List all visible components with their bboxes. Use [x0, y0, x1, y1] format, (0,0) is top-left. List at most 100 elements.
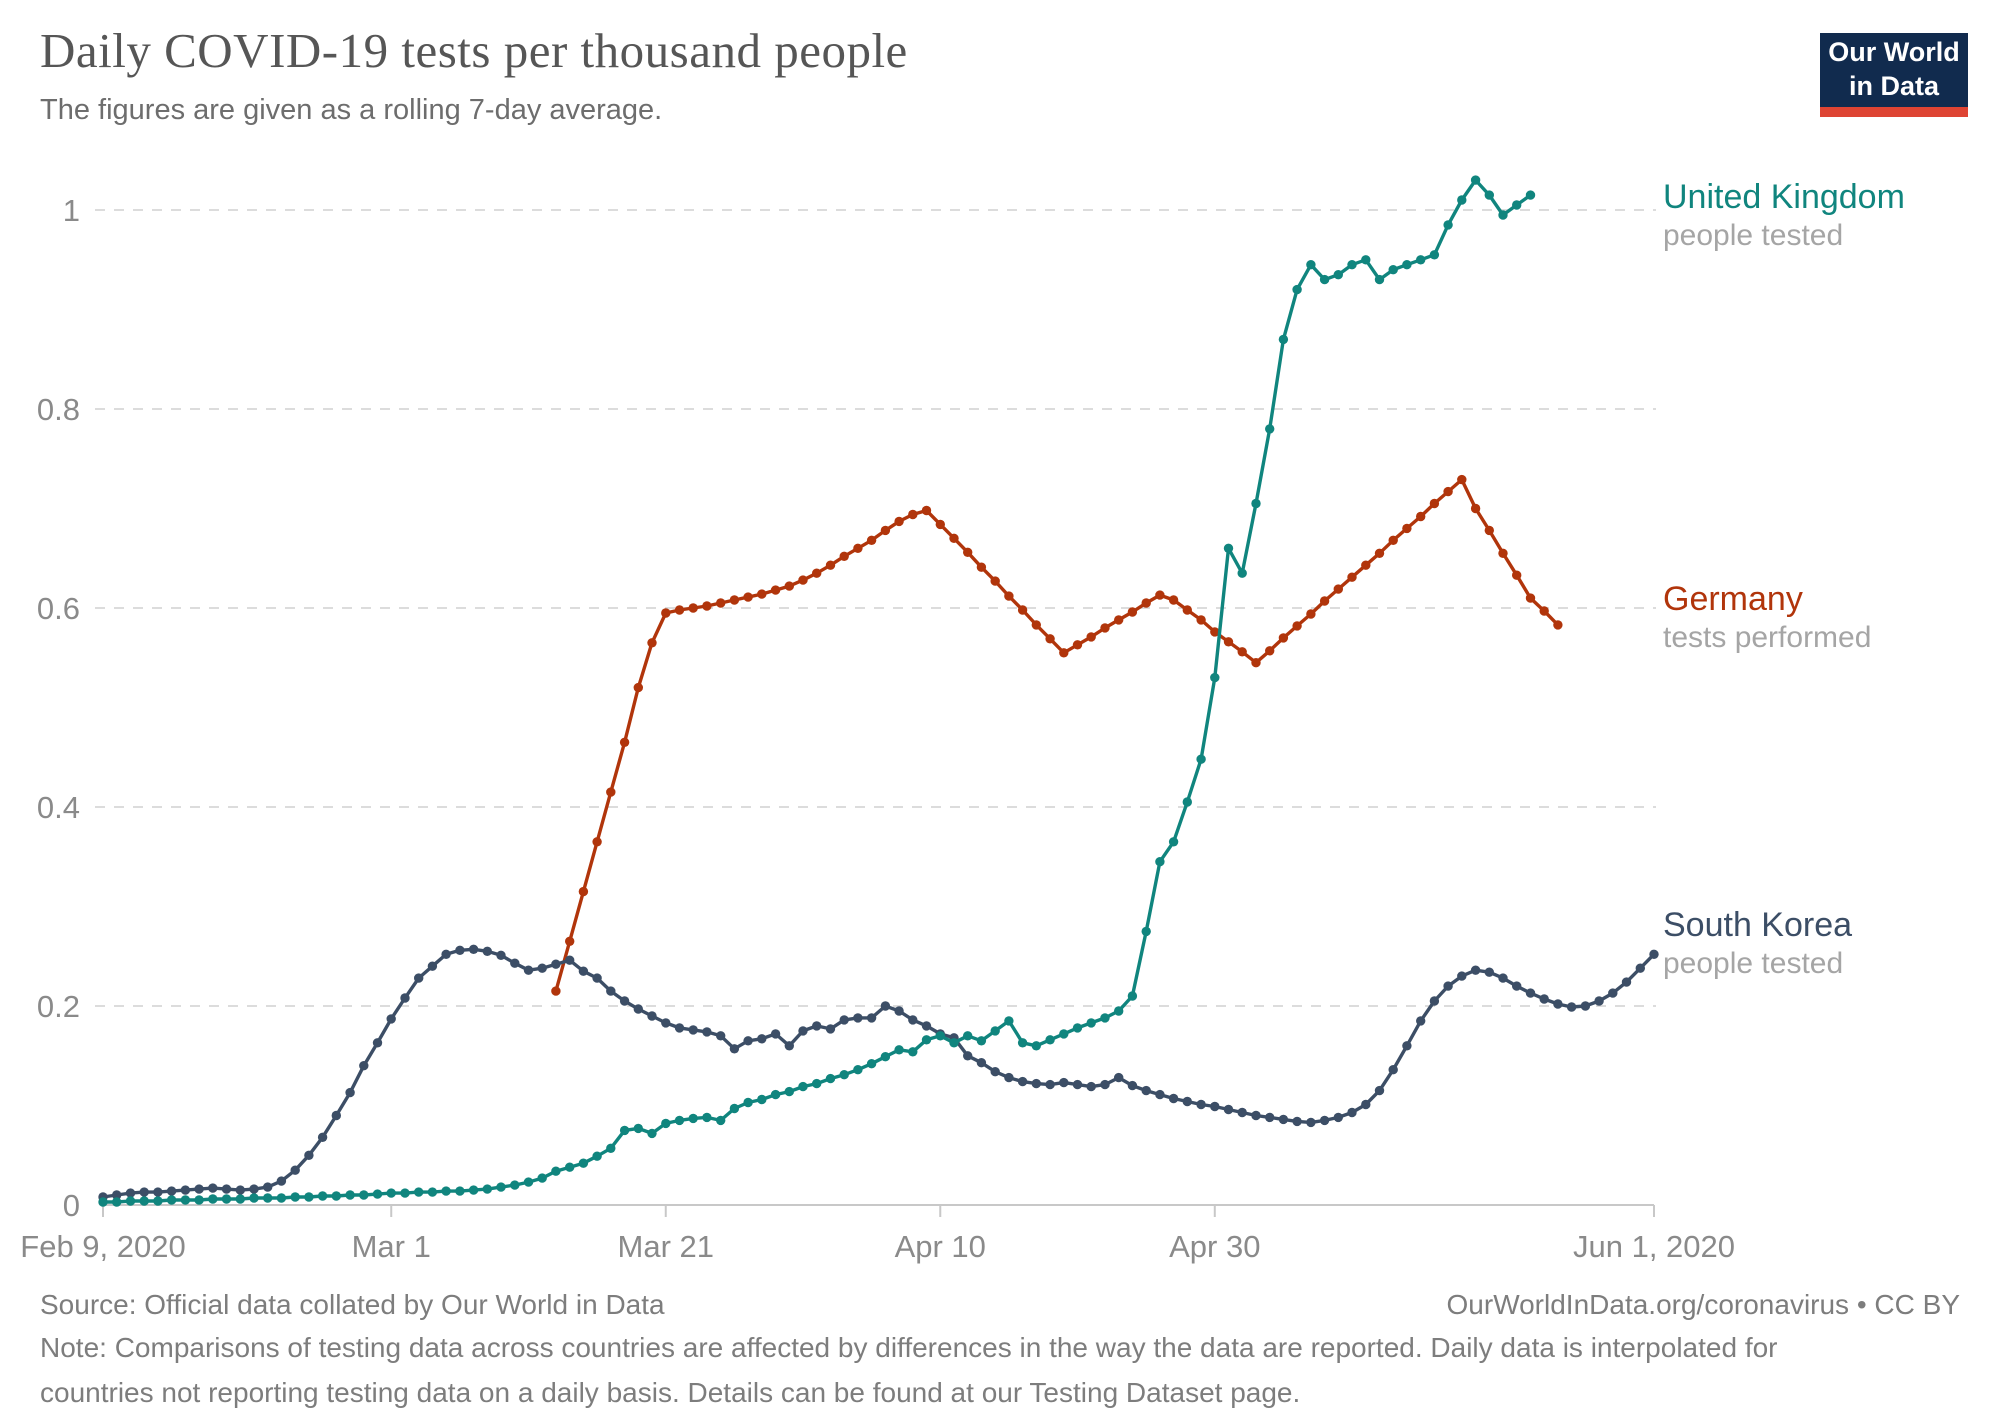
data-point-south-korea[interactable]	[1457, 971, 1467, 981]
data-point-germany[interactable]	[1539, 606, 1549, 616]
data-point-united-kingdom[interactable]	[1100, 1013, 1110, 1023]
data-point-united-kingdom[interactable]	[441, 1186, 451, 1196]
data-point-germany[interactable]	[743, 592, 753, 602]
data-point-south-korea[interactable]	[592, 973, 602, 983]
data-point-south-korea[interactable]	[1306, 1117, 1316, 1128]
data-point-germany[interactable]	[1525, 593, 1536, 603]
data-point-south-korea[interactable]	[194, 1184, 204, 1194]
data-point-germany[interactable]	[853, 543, 863, 553]
data-point-south-korea[interactable]	[921, 1021, 932, 1031]
data-point-germany[interactable]	[1416, 511, 1426, 522]
data-point-south-korea[interactable]	[1059, 1077, 1069, 1088]
data-point-united-kingdom[interactable]	[139, 1196, 149, 1206]
data-point-south-korea[interactable]	[1086, 1081, 1096, 1092]
data-point-south-korea[interactable]	[784, 1041, 794, 1051]
data-point-united-kingdom[interactable]	[1045, 1035, 1055, 1045]
data-point-south-korea[interactable]	[1292, 1116, 1302, 1127]
data-point-united-kingdom[interactable]	[153, 1196, 163, 1206]
data-point-south-korea[interactable]	[812, 1021, 822, 1031]
data-point-germany[interactable]	[1278, 633, 1289, 643]
data-point-south-korea[interactable]	[1361, 1099, 1371, 1110]
data-point-united-kingdom[interactable]	[414, 1187, 424, 1197]
data-point-germany[interactable]	[825, 560, 836, 570]
data-point-south-korea[interactable]	[1210, 1101, 1220, 1112]
data-point-south-korea[interactable]	[1621, 977, 1632, 987]
data-point-germany[interactable]	[1251, 658, 1261, 668]
data-point-united-kingdom[interactable]	[578, 1158, 589, 1168]
data-point-germany[interactable]	[1237, 647, 1247, 657]
data-point-united-kingdom[interactable]	[592, 1151, 602, 1161]
data-point-germany[interactable]	[647, 638, 657, 648]
data-point-south-korea[interactable]	[1429, 996, 1440, 1006]
data-point-south-korea[interactable]	[1168, 1093, 1179, 1104]
data-point-south-korea[interactable]	[1031, 1078, 1042, 1089]
data-point-united-kingdom[interactable]	[98, 1197, 108, 1207]
data-point-united-kingdom[interactable]	[455, 1186, 465, 1196]
data-point-south-korea[interactable]	[1196, 1099, 1206, 1110]
data-point-united-kingdom[interactable]	[317, 1191, 328, 1201]
series-label-germany[interactable]: Germany	[1663, 580, 1803, 618]
data-point-south-korea[interactable]	[963, 1051, 973, 1061]
data-point-south-korea[interactable]	[1484, 967, 1495, 977]
data-point-united-kingdom[interactable]	[1072, 1023, 1083, 1033]
data-point-united-kingdom[interactable]	[1017, 1038, 1028, 1048]
data-point-germany[interactable]	[812, 568, 822, 578]
data-point-south-korea[interactable]	[1402, 1041, 1412, 1051]
data-point-germany[interactable]	[1086, 632, 1096, 642]
data-point-united-kingdom[interactable]	[1265, 424, 1275, 434]
data-point-south-korea[interactable]	[825, 1024, 836, 1034]
data-point-united-kingdom[interactable]	[1182, 797, 1193, 807]
data-point-united-kingdom[interactable]	[729, 1103, 740, 1114]
data-point-germany[interactable]	[565, 936, 575, 946]
data-point-south-korea[interactable]	[729, 1044, 740, 1054]
data-point-south-korea[interactable]	[1580, 1001, 1591, 1011]
data-point-united-kingdom[interactable]	[1484, 190, 1495, 200]
data-point-united-kingdom[interactable]	[908, 1047, 918, 1057]
data-point-united-kingdom[interactable]	[1361, 255, 1371, 265]
data-point-germany[interactable]	[674, 605, 685, 615]
data-point-united-kingdom[interactable]	[894, 1045, 904, 1055]
data-point-south-korea[interactable]	[1470, 965, 1481, 975]
data-point-germany[interactable]	[880, 525, 891, 536]
data-point-germany[interactable]	[839, 551, 849, 561]
data-point-south-korea[interactable]	[1141, 1085, 1151, 1096]
data-point-south-korea[interactable]	[400, 993, 410, 1003]
data-point-south-korea[interactable]	[304, 1150, 314, 1161]
data-point-united-kingdom[interactable]	[949, 1038, 959, 1048]
data-point-south-korea[interactable]	[345, 1087, 355, 1098]
data-point-germany[interactable]	[1196, 615, 1206, 625]
data-point-south-korea[interactable]	[853, 1013, 863, 1023]
data-point-germany[interactable]	[1017, 605, 1028, 615]
data-point-germany[interactable]	[1114, 615, 1124, 625]
data-point-united-kingdom[interactable]	[208, 1194, 218, 1204]
data-point-united-kingdom[interactable]	[661, 1118, 671, 1129]
data-point-united-kingdom[interactable]	[194, 1195, 204, 1205]
data-point-south-korea[interactable]	[1443, 981, 1453, 991]
data-point-united-kingdom[interactable]	[1168, 837, 1179, 847]
data-point-south-korea[interactable]	[1525, 988, 1536, 998]
data-point-germany[interactable]	[606, 787, 616, 797]
data-point-south-korea[interactable]	[482, 946, 492, 956]
data-point-south-korea[interactable]	[866, 1013, 877, 1023]
data-point-germany[interactable]	[1059, 648, 1069, 658]
data-point-germany[interactable]	[770, 585, 781, 595]
data-point-germany[interactable]	[633, 682, 643, 693]
data-point-south-korea[interactable]	[688, 1025, 698, 1035]
series-line-south-korea[interactable]	[101, 947, 1656, 1199]
data-point-south-korea[interactable]	[1319, 1115, 1330, 1126]
series-line-germany[interactable]	[554, 477, 1560, 993]
data-point-germany[interactable]	[1388, 535, 1398, 545]
data-point-south-korea[interactable]	[386, 1014, 396, 1024]
data-point-united-kingdom[interactable]	[798, 1081, 808, 1092]
data-point-south-korea[interactable]	[1127, 1080, 1138, 1091]
data-point-united-kingdom[interactable]	[290, 1192, 300, 1202]
data-point-germany[interactable]	[1498, 548, 1508, 558]
data-point-united-kingdom[interactable]	[180, 1195, 191, 1205]
data-point-united-kingdom[interactable]	[551, 1166, 561, 1176]
data-point-germany[interactable]	[757, 589, 767, 599]
data-point-germany[interactable]	[1470, 503, 1481, 514]
data-point-south-korea[interactable]	[1594, 996, 1604, 1006]
data-point-germany[interactable]	[949, 533, 959, 543]
data-point-south-korea[interactable]	[455, 945, 465, 955]
data-point-united-kingdom[interactable]	[633, 1123, 643, 1134]
